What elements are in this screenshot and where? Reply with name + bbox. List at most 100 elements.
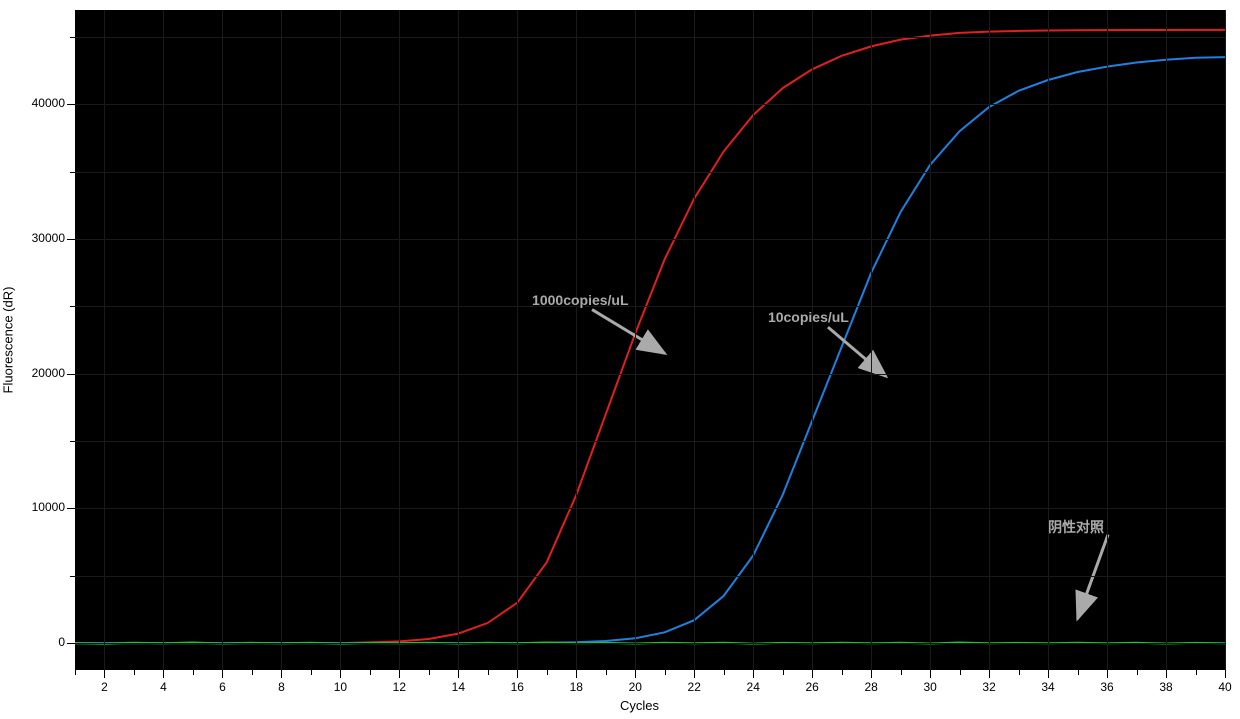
x-minor-tick (547, 670, 548, 675)
x-minor-tick (311, 670, 312, 675)
grid-line-v (576, 10, 577, 670)
x-tick (104, 670, 105, 678)
x-tick (635, 670, 636, 678)
x-tick (871, 670, 872, 678)
grid-line-h (75, 508, 1225, 509)
grid-line-h (75, 172, 1225, 173)
y-tick (70, 37, 75, 38)
grid-line-v (458, 10, 459, 670)
x-minor-tick (901, 670, 902, 675)
grid-line-v (163, 10, 164, 670)
x-minor-tick (1137, 670, 1138, 675)
grid-line-h (75, 306, 1225, 307)
x-tick-label: 12 (387, 680, 411, 694)
x-tick (458, 670, 459, 678)
x-tick (576, 670, 577, 678)
x-tick (812, 670, 813, 678)
grid-line-v (930, 10, 931, 670)
x-tick (281, 670, 282, 678)
x-tick-label: 34 (1036, 680, 1060, 694)
x-tick (517, 670, 518, 678)
grid-line-v (812, 10, 813, 670)
grid-line-h (75, 643, 1225, 644)
x-minor-tick (488, 670, 489, 675)
y-tick-label: 10000 (20, 500, 65, 514)
x-tick (399, 670, 400, 678)
x-minor-tick (842, 670, 843, 675)
grid-line-h (75, 441, 1225, 442)
grid-line-v (1225, 10, 1226, 670)
x-minor-tick (1196, 670, 1197, 675)
grid-line-v (517, 10, 518, 670)
grid-line-v (1107, 10, 1108, 670)
y-tick (67, 239, 75, 240)
grid-line-v (753, 10, 754, 670)
x-tick-label: 18 (564, 680, 588, 694)
x-tick-label: 28 (859, 680, 883, 694)
x-minor-tick (75, 670, 76, 675)
chart-container: Fluorescence (dR) Cycles 0 10000 20000 3000… (0, 0, 1240, 719)
x-minor-tick (724, 670, 725, 675)
x-tick-label: 16 (505, 680, 529, 694)
x-tick-label: 14 (446, 680, 470, 694)
x-minor-tick (252, 670, 253, 675)
grid-line-v (399, 10, 400, 670)
x-tick-label: 32 (977, 680, 1001, 694)
x-minor-tick (1078, 670, 1079, 675)
grid-line-v (1166, 10, 1167, 670)
grid-line-h (75, 104, 1225, 105)
x-tick-label: 36 (1095, 680, 1119, 694)
grid-line-v (871, 10, 872, 670)
x-minor-tick (1019, 670, 1020, 675)
x-tick (163, 670, 164, 678)
grid-line-h (75, 576, 1225, 577)
grid-line-h (75, 37, 1225, 38)
x-tick-label: 2 (92, 680, 116, 694)
ann-neg: 阴性对照 (1048, 517, 1104, 537)
grid-line-h (75, 239, 1225, 240)
x-minor-tick (665, 670, 666, 675)
y-tick (70, 172, 75, 173)
grid-line-v (694, 10, 695, 670)
x-tick (340, 670, 341, 678)
x-tick (1166, 670, 1167, 678)
ann-10: 10copies/uL (768, 309, 849, 325)
y-tick (70, 441, 75, 442)
y-tick (67, 374, 75, 375)
grid-line-v (222, 10, 223, 670)
x-axis-label: Cycles (620, 698, 659, 713)
x-tick (694, 670, 695, 678)
x-tick-label: 8 (269, 680, 293, 694)
y-tick-label: 0 (20, 635, 65, 649)
x-tick (222, 670, 223, 678)
grid-line-v (989, 10, 990, 670)
grid-line-v (104, 10, 105, 670)
x-minor-tick (193, 670, 194, 675)
grid-line-h (75, 374, 1225, 375)
x-tick-label: 10 (328, 680, 352, 694)
x-tick-label: 4 (151, 680, 175, 694)
x-tick-label: 24 (741, 680, 765, 694)
grid-line-v (635, 10, 636, 670)
grid-line-v (1048, 10, 1049, 670)
x-tick-label: 30 (918, 680, 942, 694)
x-tick (989, 670, 990, 678)
y-tick-label: 20000 (20, 366, 65, 380)
grid-line-v (340, 10, 341, 670)
x-tick-label: 22 (682, 680, 706, 694)
x-tick (753, 670, 754, 678)
y-axis-label: Fluorescence (dR) (1, 287, 16, 394)
y-tick (70, 306, 75, 307)
y-tick-label: 40000 (20, 96, 65, 110)
x-tick (1107, 670, 1108, 678)
y-tick (67, 643, 75, 644)
grid-line-v (281, 10, 282, 670)
x-minor-tick (606, 670, 607, 675)
x-tick-label: 6 (210, 680, 234, 694)
y-tick-label: 30000 (20, 231, 65, 245)
x-tick-label: 20 (623, 680, 647, 694)
plot-area (75, 10, 1225, 670)
x-tick (1048, 670, 1049, 678)
x-minor-tick (783, 670, 784, 675)
x-tick-label: 38 (1154, 680, 1178, 694)
